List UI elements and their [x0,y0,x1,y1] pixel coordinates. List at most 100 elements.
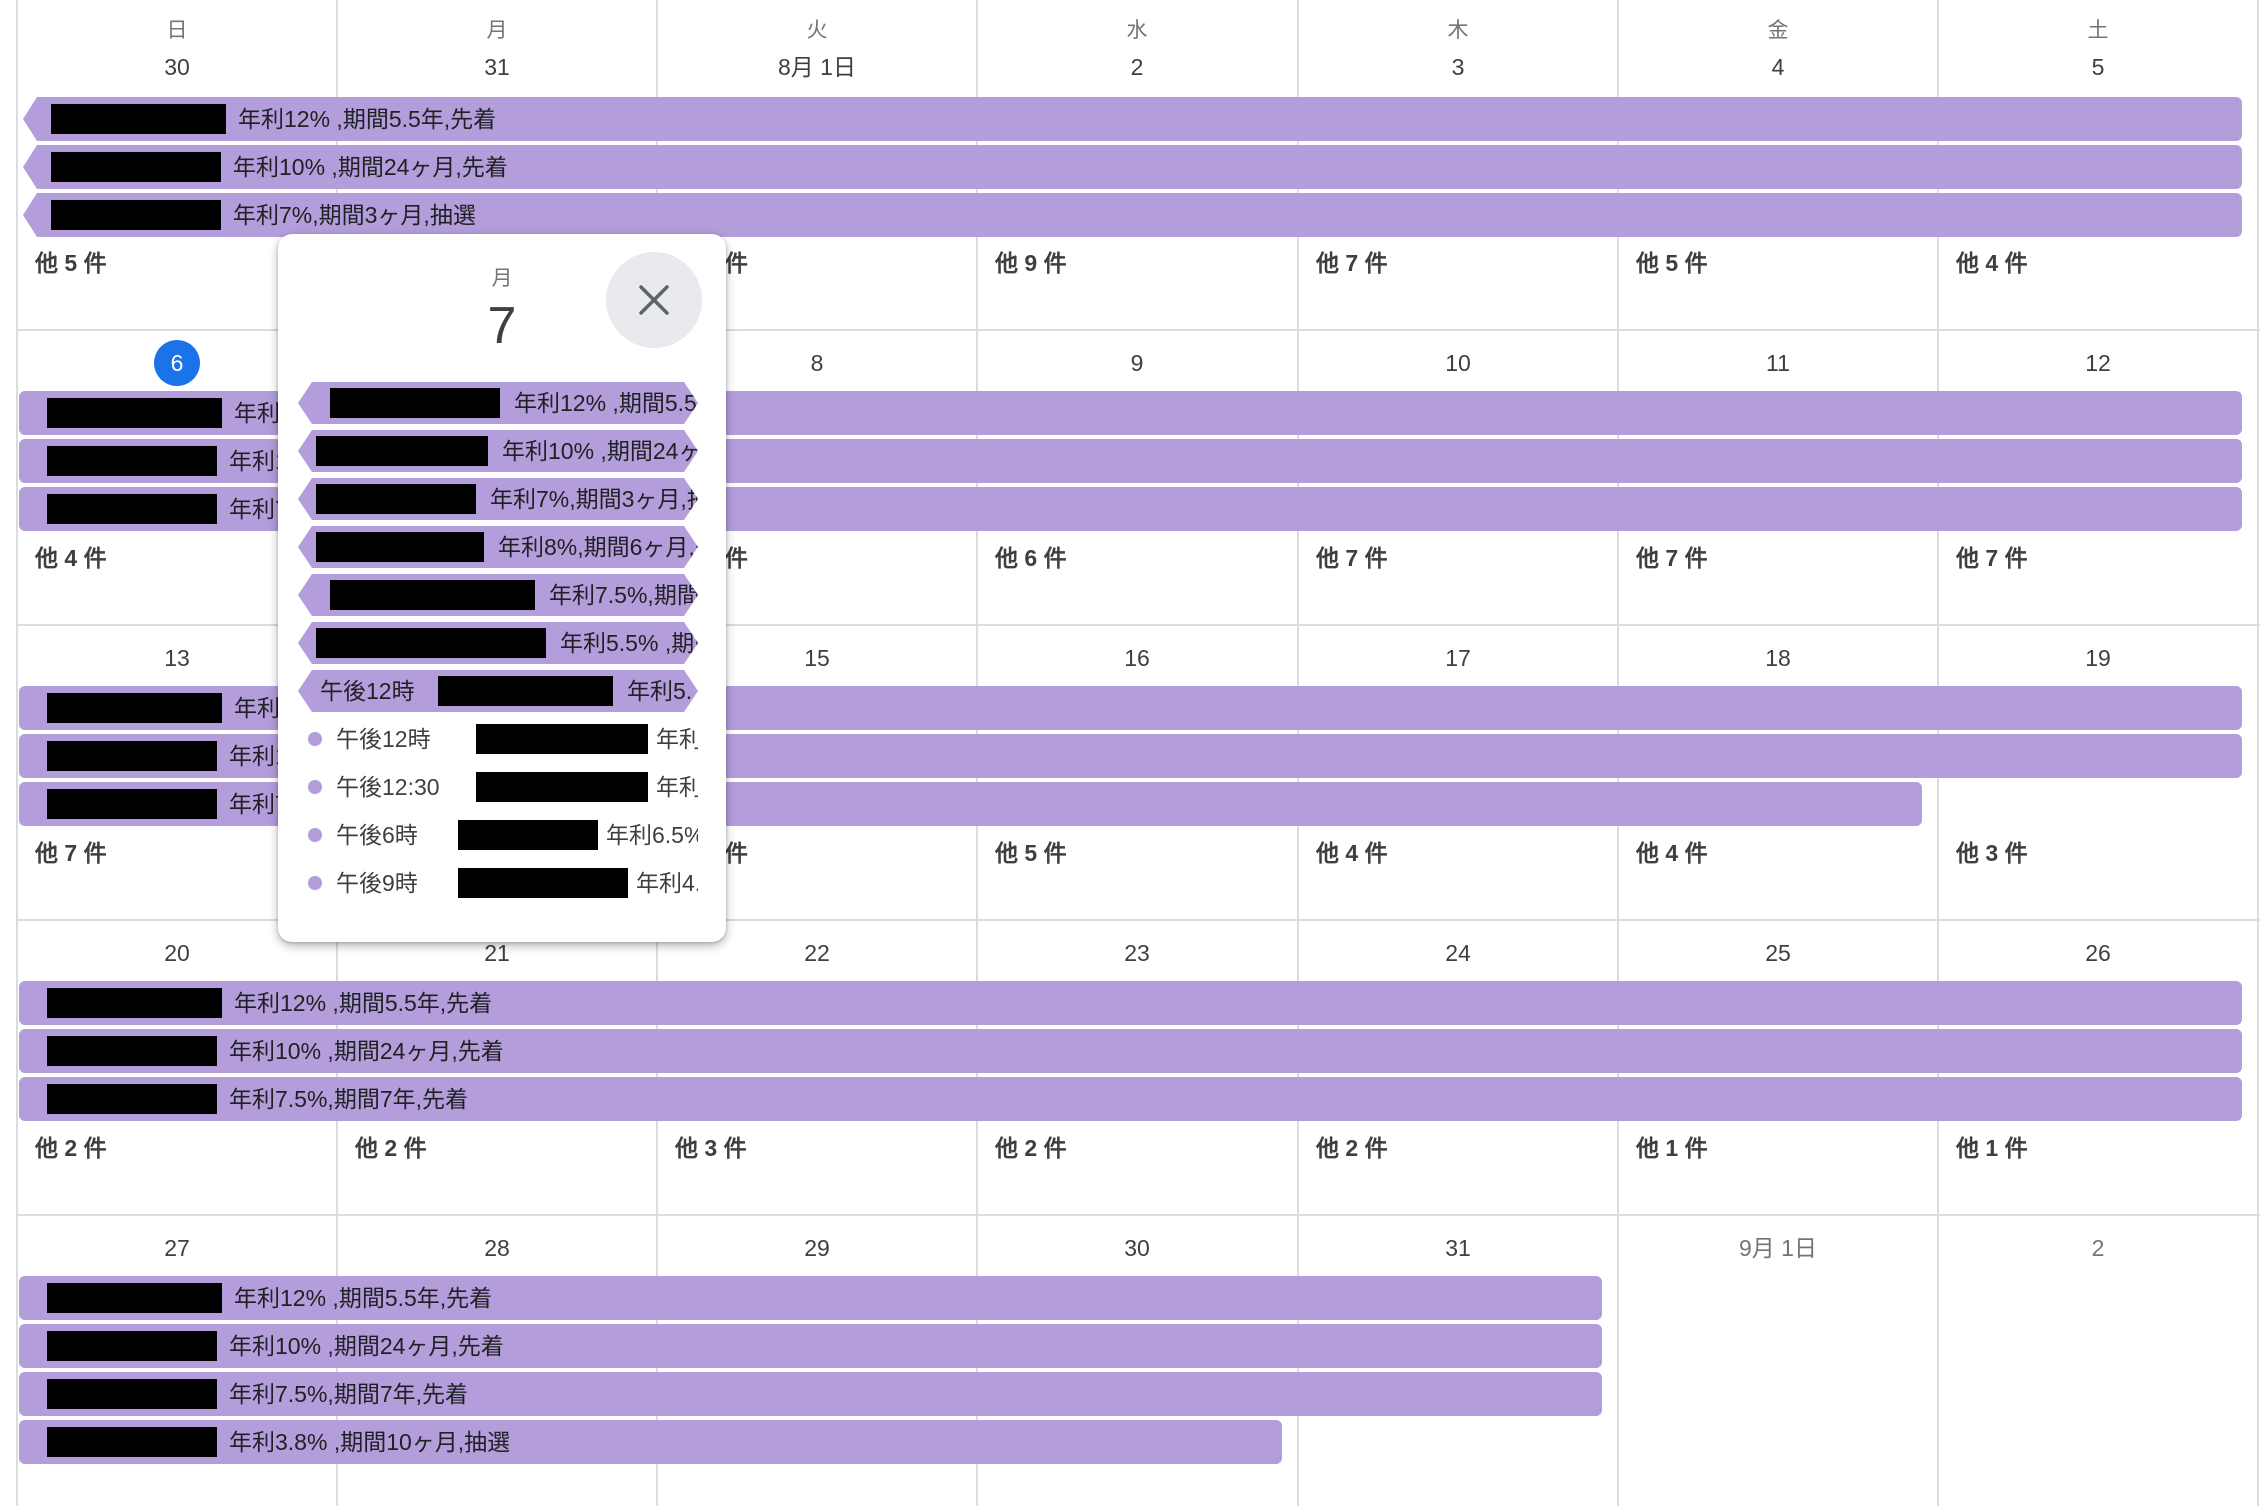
day-number-label: 5 [2091,54,2105,80]
event-chip[interactable]: 年利12% ,期間5.5年,先着 [19,981,2242,1025]
more-events-link[interactable]: 他 2 件 [1316,1135,1388,1161]
event-chip[interactable]: 年利3.8% ,期間10ヶ月,抽選 [19,1420,1282,1464]
event-title: 年利10% ,期間24ヶ月,先着 [233,154,508,180]
more-events-link[interactable]: 他 4 件 [1956,250,2028,276]
day-number[interactable]: 17 [1298,635,1618,681]
more-events-link[interactable]: 他 2 件 [35,1135,107,1161]
popup-event-chip[interactable]: 年利7.5%,期間7年,先着 [298,574,698,616]
redacted-title [316,628,546,658]
day-number[interactable]: 22 [657,930,977,976]
event-chip[interactable]: 年利12% ,期間5.5年,先着 [23,97,2242,141]
popup-event-chip[interactable]: 年利10% ,期間24ヶ月,先着 [298,430,698,472]
day-number[interactable]: 5 [1938,44,2258,90]
more-events-link[interactable]: 他 4 件 [1636,840,1708,866]
day-number[interactable]: 30 [977,1225,1297,1271]
day-number[interactable]: 8月 1日 [657,44,977,90]
day-number[interactable]: 16 [977,635,1297,681]
more-events-link[interactable]: 他 1 件 [1636,1135,1708,1161]
day-number[interactable]: 31 [337,44,657,90]
more-events-link[interactable]: 他 3 件 [1956,840,2028,866]
day-number-label: 2 [2091,1235,2105,1261]
day-number[interactable]: 2 [977,44,1297,90]
day-number[interactable]: 12 [1938,340,2258,386]
day-number[interactable]: 30 [17,44,337,90]
day-number-label: 23 [1124,940,1150,966]
more-events-link[interactable]: 他 1 件 [1956,1135,2028,1161]
day-number[interactable]: 11 [1618,340,1938,386]
more-events-link[interactable]: 他 3 件 [675,1135,747,1161]
popup-day-number[interactable]: 7 [487,297,517,355]
day-number[interactable]: 31 [1298,1225,1618,1271]
day-number-label: 21 [484,940,510,966]
more-events-link[interactable]: 他 9 件 [995,250,1067,276]
event-title: 年利12% ,期間5.5年,先着 [238,106,497,132]
more-events-link[interactable]: 他 7 件 [1956,545,2028,571]
event-chip[interactable]: 年利10% ,期間24ヶ月,先着 [23,145,2242,189]
popup-event-chip[interactable]: 年利12% ,期間5.5年,先着 [298,382,698,424]
more-events-link[interactable]: 他 2 件 [995,1135,1067,1161]
day-number-label: 17 [1445,645,1471,671]
day-number-label: 24 [1445,940,1471,966]
event-dot-icon [308,732,322,746]
event-chip[interactable]: 年利7.5%,期間7年,先着 [19,1372,1602,1416]
day-number[interactable]: 13 [17,635,337,681]
day-number[interactable]: 15 [657,635,977,681]
popup-timed-event[interactable]: 午後9時 年利4.5% [298,862,698,904]
popup-timed-event[interactable]: 午後12時 年利7% [298,718,698,760]
weekday-header: 木 [1447,19,1469,42]
day-number[interactable]: 25 [1618,930,1938,976]
day-number-label: 27 [164,1235,190,1261]
event-chip[interactable]: 年利12% ,期間5.5年,先着 [19,1276,1602,1320]
day-number[interactable]: 18 [1618,635,1938,681]
day-number[interactable]: 29 [657,1225,977,1271]
event-chip[interactable]: 年利10% ,期間24ヶ月,先着 [19,1029,2242,1073]
day-number-label: 18 [1765,645,1791,671]
day-number[interactable]: 28 [337,1225,657,1271]
more-events-link[interactable]: 他 7 件 [35,840,107,866]
day-number-label: 8 [810,350,824,376]
more-events-link[interactable]: 他 7 件 [1636,545,1708,571]
today-date[interactable]: 6 [17,340,337,386]
popup-event-chip[interactable]: 午後12時 年利5. [298,670,698,712]
day-number[interactable]: 20 [17,930,337,976]
day-number[interactable]: 21 [337,930,657,976]
more-events-link[interactable]: 他 4 件 [1316,840,1388,866]
day-number[interactable]: 10 [1298,340,1618,386]
day-number[interactable]: 23 [977,930,1297,976]
day-number[interactable]: 9 [977,340,1297,386]
day-number[interactable]: 19 [1938,635,2258,681]
more-events-link[interactable]: 他 5 件 [35,250,107,276]
day-number[interactable]: 3 [1298,44,1618,90]
popup-timed-event[interactable]: 午後12:30 年利4. [298,766,698,808]
event-title: 年利10% ,期間24ヶ月,先着 [229,1333,504,1359]
day-number[interactable]: 2 [1938,1225,2258,1271]
event-title: 年利7.5%,期間7年,先着 [229,1086,468,1112]
day-number[interactable]: 9月 1日 [1618,1225,1938,1271]
day-number[interactable]: 8 [657,340,977,386]
day-number[interactable]: 26 [1938,930,2258,976]
more-events-link[interactable]: 他 7 件 [1316,545,1388,571]
redacted-title [476,724,648,754]
day-number[interactable]: 24 [1298,930,1618,976]
more-events-link[interactable]: 他 6 件 [995,545,1067,571]
popup-event-chip[interactable]: 年利7%,期間3ヶ月,抽選 [298,478,698,520]
event-chip[interactable]: 年利7.5%,期間7年,先着 [19,1077,2242,1121]
day-number[interactable]: 27 [17,1225,337,1271]
event-chip[interactable]: 年利7%,期間3ヶ月,抽選 [23,193,2242,237]
more-events-link[interactable]: 他 7 件 [1316,250,1388,276]
popup-timed-event[interactable]: 午後6時 年利6.5%,期 [298,814,698,856]
close-button[interactable] [606,252,702,348]
day-number-label: 11 [1766,350,1790,376]
more-events-link[interactable]: 他 4 件 [35,545,107,571]
redacted-title [458,868,628,898]
more-events-link[interactable]: 他 5 件 [1636,250,1708,276]
popup-event-chip[interactable]: 年利8%,期間6ヶ月,先着 [298,526,698,568]
day-number[interactable]: 4 [1618,44,1938,90]
event-time: 午後12時 [336,726,431,752]
more-events-link[interactable]: 他 2 件 [355,1135,427,1161]
event-chip[interactable]: 年利10% ,期間24ヶ月,先着 [19,1324,1602,1368]
day-number-label: 31 [484,54,510,80]
day-number-label: 10 [1445,350,1471,376]
popup-event-chip[interactable]: 年利5.5% ,期間 [298,622,698,664]
more-events-link[interactable]: 他 5 件 [995,840,1067,866]
